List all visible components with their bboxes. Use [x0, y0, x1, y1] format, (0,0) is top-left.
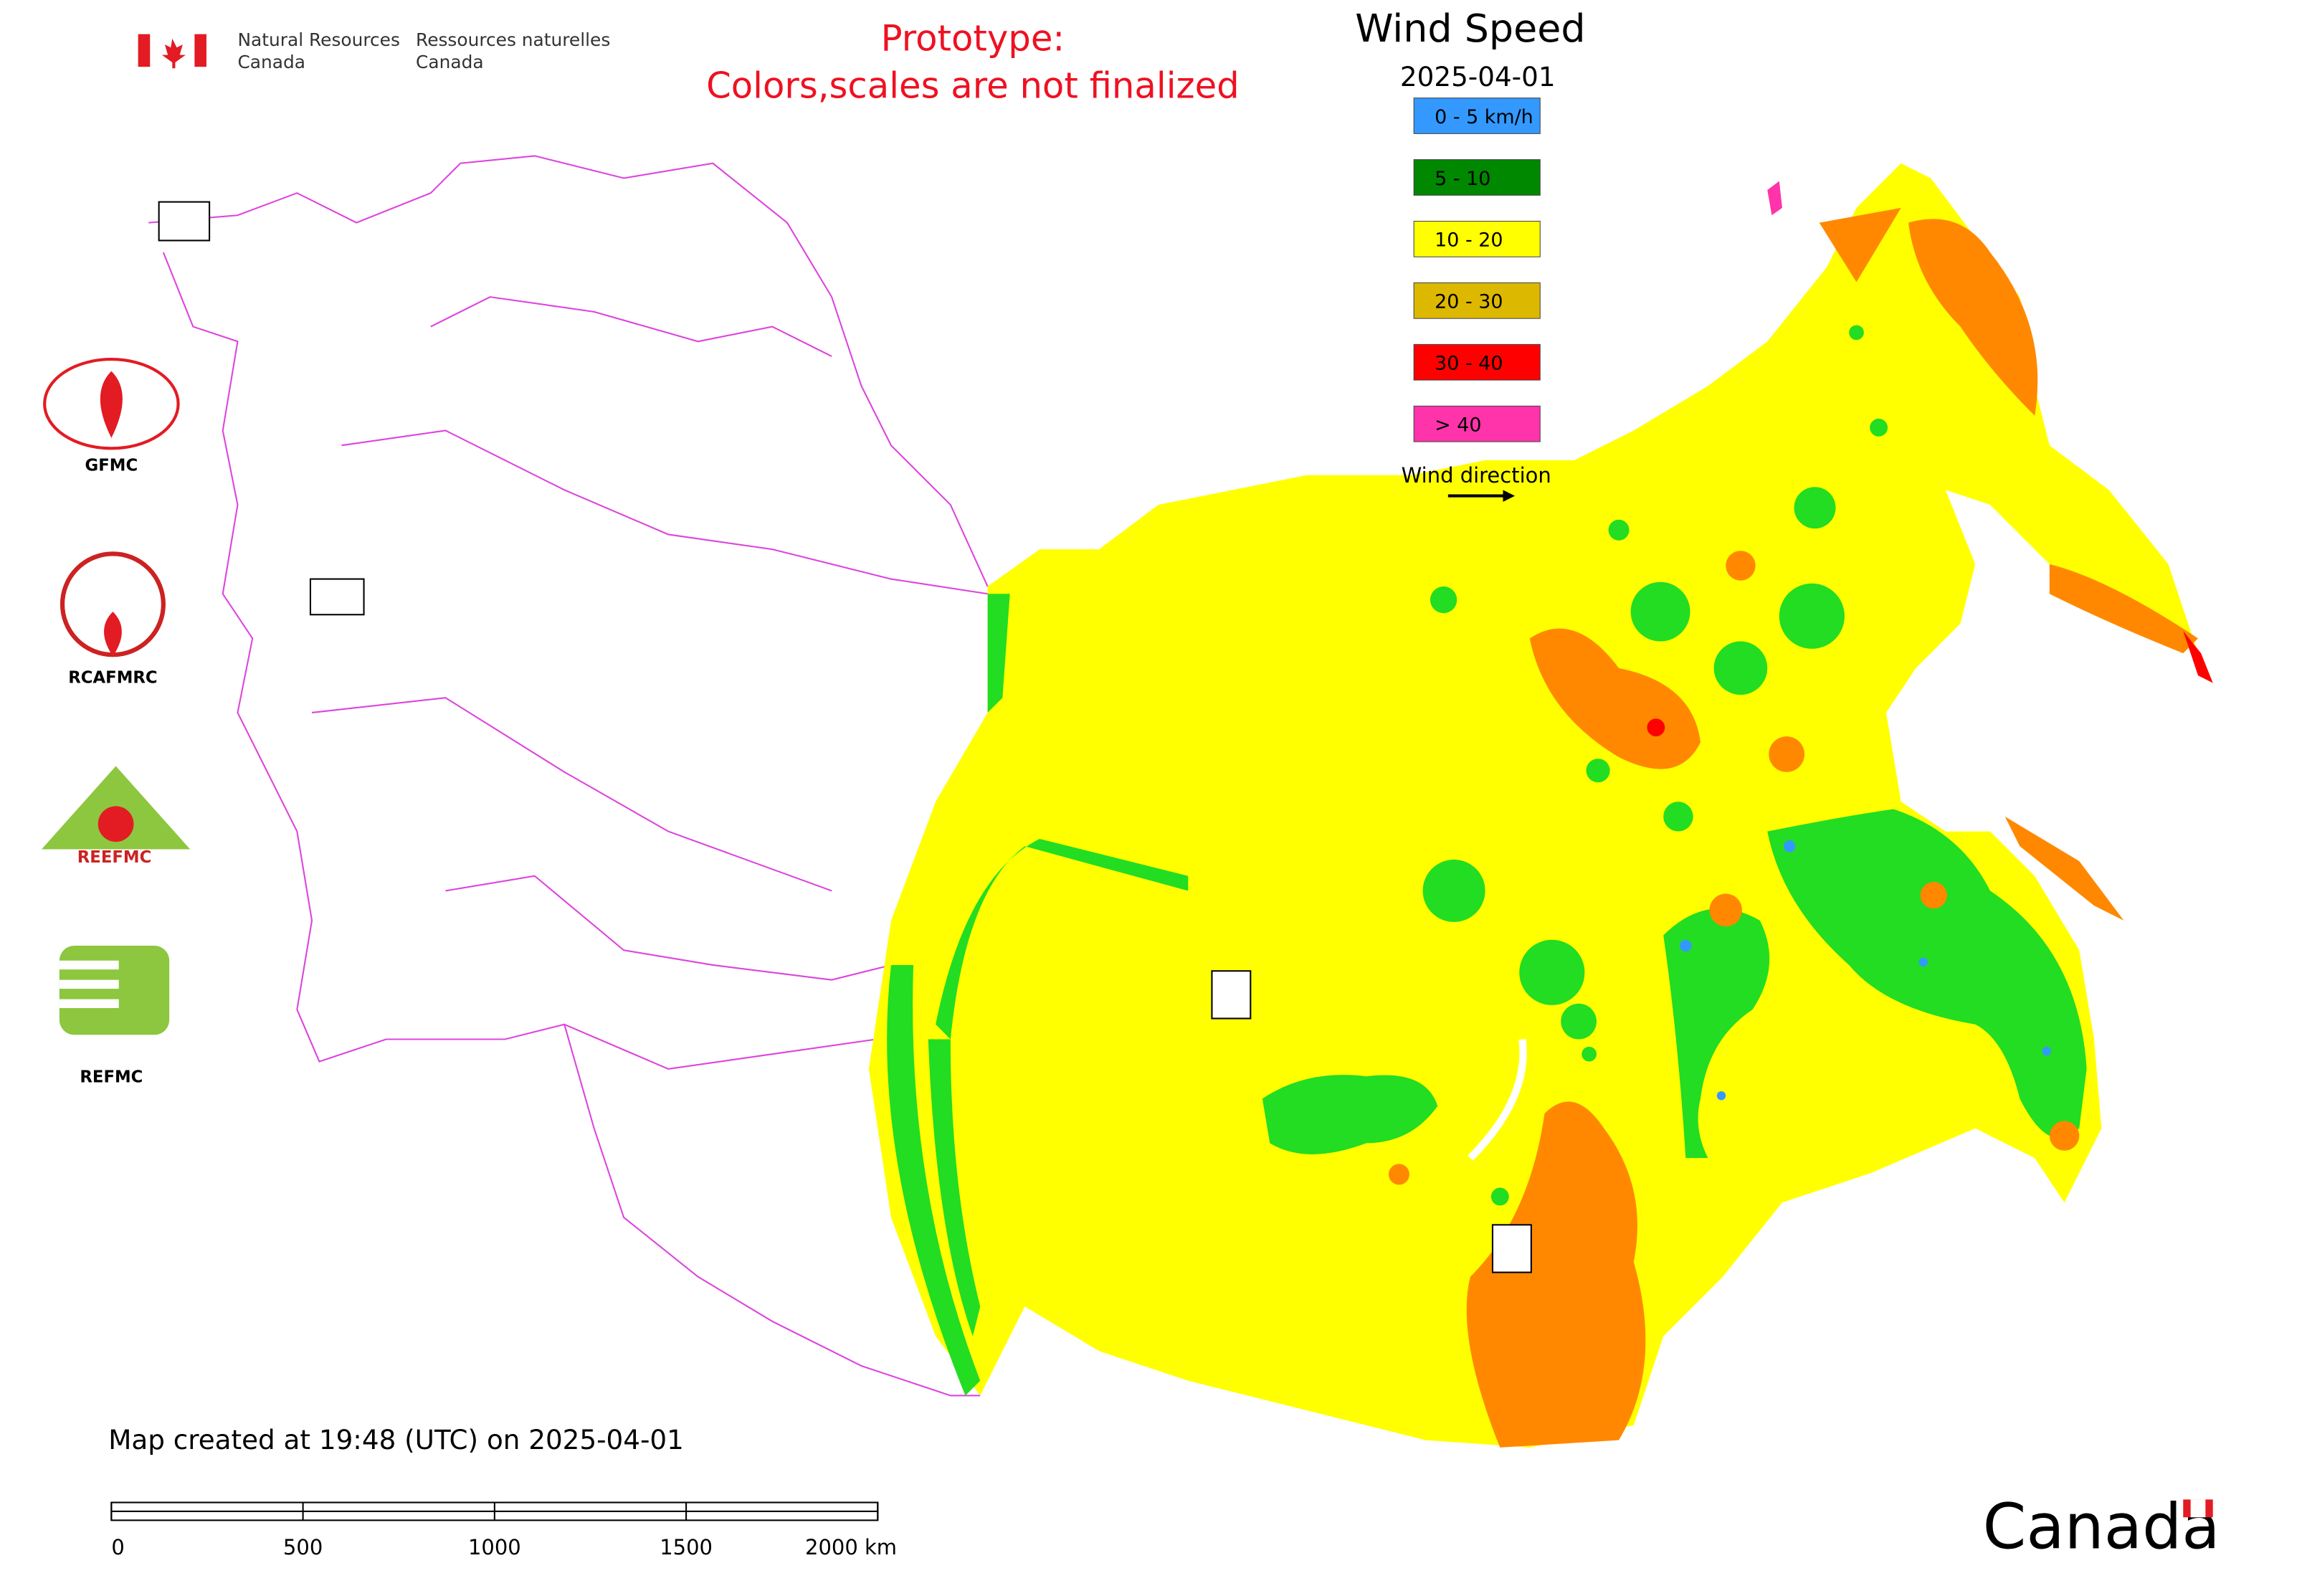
- created-note: Map created at 19:48 (UTC) on 2025-04-01: [108, 1424, 684, 1455]
- legend: Wind Speed 2025-04-01 Wind direction 0 -…: [1355, 6, 1586, 502]
- agency-en: Canada: [237, 52, 305, 72]
- legend-swatch: [1413, 159, 1541, 196]
- legend-title: Wind Speed: [1355, 6, 1585, 51]
- logo-label: GFMC: [85, 456, 138, 475]
- scale-label: 2000 km: [805, 1535, 897, 1559]
- wordmark: Canada: [1983, 1491, 2220, 1564]
- agency-en: Natural Resources: [237, 29, 399, 50]
- legend-swatch: [1413, 343, 1541, 381]
- wind-direction-label: Wind direction: [1402, 463, 1551, 488]
- nrcan-signature: Natural Resources Canada Ressources natu…: [138, 29, 610, 72]
- scale-label: 500: [283, 1535, 323, 1559]
- legend-label: 20 - 30: [1435, 291, 1503, 313]
- scale-bar: 0 500 1000 1500 2000 km: [110, 1501, 897, 1559]
- logo-label: REFMC: [80, 1068, 143, 1087]
- agency-fr: Canada: [416, 52, 484, 72]
- legend-swatch: [1413, 221, 1541, 257]
- legend-date: 2025-04-01: [1400, 61, 1556, 92]
- notice: Prototype:: [881, 17, 1065, 59]
- legend-swatch: [1413, 282, 1541, 319]
- scale-label: 1000: [468, 1535, 521, 1559]
- wind-field: [868, 163, 2213, 1448]
- agency-fr: Ressources naturelles: [416, 29, 610, 50]
- legend-swatch: [1413, 98, 1541, 134]
- logo-icon: [59, 946, 170, 1035]
- legend-label: 30 - 40: [1435, 353, 1503, 375]
- logo-label: RCAFMRC: [68, 669, 157, 688]
- scale-label: 1500: [660, 1535, 713, 1559]
- map-markers: [158, 201, 1532, 1273]
- notice: Colors,scales are not finalized: [706, 65, 1240, 107]
- country-outlines: [148, 155, 1485, 1397]
- canada-wordmark: Canada: [1983, 1491, 2220, 1564]
- legend-label: > 40: [1435, 414, 1481, 437]
- legend-label: 5 - 10: [1435, 168, 1490, 190]
- legend-swatch: [1413, 405, 1541, 442]
- legend-label: 0 - 5 km/h: [1435, 106, 1533, 128]
- logos: GFMC RCAFMRC REEFMC REFMC: [42, 358, 191, 1087]
- legend-label: 10 - 20: [1435, 229, 1503, 252]
- scale-label: 0: [111, 1535, 124, 1559]
- logo-icon: [43, 358, 180, 450]
- wind-direction-arrow: [1447, 490, 1516, 502]
- logo-label: REEFMC: [77, 848, 152, 867]
